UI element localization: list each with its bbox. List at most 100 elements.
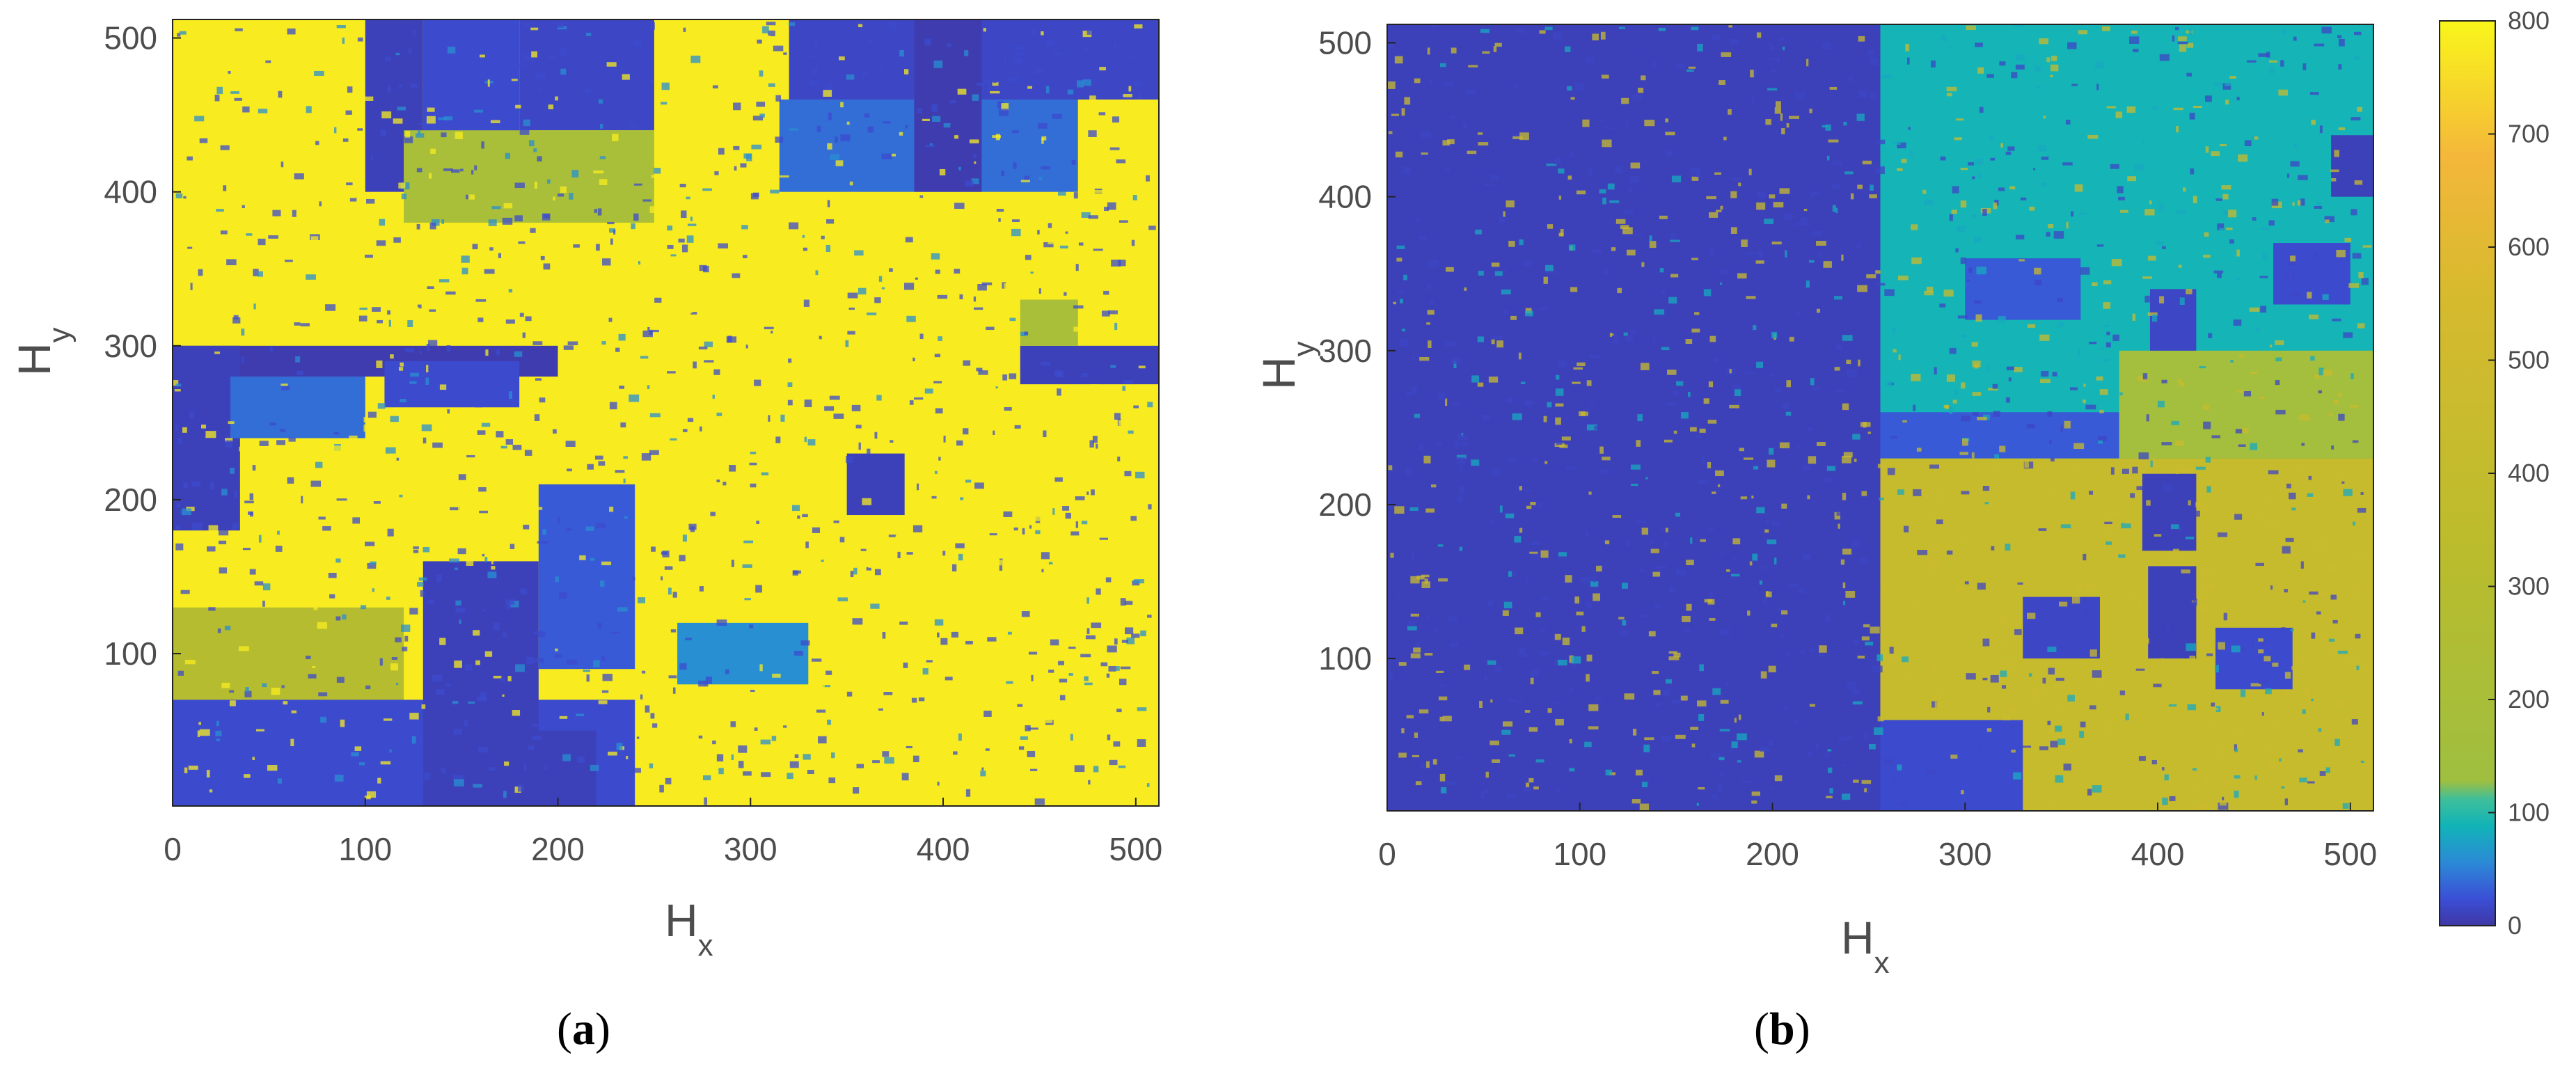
- heatmap-speckle: [1622, 227, 1633, 235]
- heatmap-speckle: [661, 576, 663, 580]
- heatmap-speckle: [2290, 292, 2300, 297]
- colorbar-tick-label: 500: [2508, 346, 2550, 374]
- heatmap-speckle: [1641, 528, 1649, 535]
- heatmap-speckle: [461, 255, 470, 263]
- x-tick-label: 500: [2323, 836, 2377, 872]
- heatmap-speckle: [2050, 741, 2058, 748]
- heatmap-speckle: [1124, 601, 1133, 605]
- heatmap-speckle: [175, 425, 179, 430]
- heatmap-speckle: [1081, 521, 1088, 525]
- heatmap-speckle: [1931, 511, 1939, 514]
- x-tick-label: 300: [1938, 836, 1992, 872]
- heatmap-speckle: [2308, 475, 2312, 480]
- heatmap-speckle: [471, 555, 474, 560]
- heatmap-speckle: [314, 312, 317, 318]
- heatmap-speckle: [2092, 785, 2102, 793]
- heatmap-speckle: [1781, 610, 1788, 615]
- heatmap-speckle: [1769, 373, 1774, 376]
- heatmap-speckle: [512, 445, 522, 450]
- heatmap-speckle: [1067, 89, 1074, 95]
- heatmap-speckle: [788, 358, 792, 363]
- heatmap-speckle: [1730, 38, 1739, 45]
- heatmap-speckle: [1975, 464, 1980, 471]
- heatmap-speckle: [912, 755, 919, 763]
- heatmap-speckle: [198, 722, 202, 725]
- heatmap-speckle: [1700, 539, 1706, 542]
- heatmap-speckle: [555, 648, 558, 651]
- heatmap-speckle: [1116, 159, 1126, 164]
- heatmap-speckle: [1948, 47, 1951, 49]
- heatmap-speckle: [744, 608, 751, 615]
- heatmap-speckle: [220, 230, 228, 235]
- heatmap-speckle: [480, 36, 487, 40]
- heatmap-speckle: [1897, 275, 1909, 280]
- heatmap-speckle: [889, 663, 892, 666]
- heatmap-speckle: [1879, 498, 1885, 500]
- heatmap-speckle: [1592, 249, 1603, 253]
- heatmap-speckle: [623, 456, 628, 459]
- heatmap-speckle: [647, 385, 650, 390]
- heatmap-speckle: [2229, 76, 2236, 79]
- heatmap-speckle: [1109, 147, 1120, 150]
- heatmap-speckle: [370, 155, 374, 161]
- heatmap-speckle: [300, 323, 310, 326]
- heatmap-speckle: [1712, 34, 1721, 41]
- x-tick-label: 100: [338, 831, 392, 867]
- heatmap-speckle: [2255, 562, 2264, 567]
- heatmap-speckle: [650, 79, 654, 84]
- heatmap-speckle: [867, 448, 871, 455]
- heatmap-speckle: [1528, 727, 1538, 732]
- heatmap-speckle: [1926, 286, 1934, 292]
- heatmap-speckle: [1589, 404, 1594, 407]
- heatmap-speckle: [2083, 553, 2087, 561]
- heatmap-speckle: [1009, 77, 1019, 83]
- heatmap-speckle: [1622, 620, 1627, 626]
- heatmap-speckle: [1861, 780, 1872, 784]
- heatmap-region: [230, 377, 365, 438]
- heatmap-speckle: [854, 250, 864, 256]
- heatmap-speckle: [942, 551, 946, 556]
- heatmap-speckle: [1797, 310, 1801, 315]
- heatmap-speckle: [216, 86, 223, 95]
- heatmap-speckle: [1105, 577, 1112, 583]
- heatmap-speckle: [336, 498, 347, 501]
- heatmap-speckle: [1426, 284, 1432, 290]
- heatmap-speckle: [1828, 139, 1839, 143]
- heatmap-speckle: [1756, 32, 1762, 38]
- heatmap-speckle: [1697, 700, 1707, 707]
- heatmap-speckle: [1146, 175, 1150, 182]
- heatmap-speckle: [922, 118, 930, 121]
- heatmap-speckle: [883, 692, 893, 695]
- heatmap-speckle: [958, 553, 963, 561]
- heatmap-speckle: [224, 626, 231, 631]
- heatmap-speckle: [1078, 242, 1084, 246]
- heatmap-speckle: [670, 629, 677, 633]
- heatmap-speckle: [1882, 74, 1893, 79]
- heatmap-speckle: [480, 692, 487, 700]
- heatmap-region: [1880, 720, 2023, 811]
- heatmap-speckle: [815, 270, 819, 276]
- heatmap-speckle: [803, 247, 808, 251]
- heatmap-speckle: [1014, 45, 1025, 50]
- y-tick-label: 400: [1318, 179, 1372, 215]
- heatmap-speckle: [1406, 715, 1414, 719]
- heatmap-speckle: [1743, 371, 1753, 375]
- heatmap-speckle: [1632, 729, 1637, 736]
- heatmap-speckle: [599, 179, 608, 185]
- heatmap-speckle: [1825, 124, 1831, 131]
- heatmap-speckle: [993, 79, 997, 84]
- heatmap-speckle: [631, 576, 635, 580]
- heatmap-speckle: [622, 74, 630, 80]
- heatmap-speckle: [1556, 441, 1563, 445]
- heatmap-speckle: [831, 729, 841, 734]
- x-tick-label: 0: [1378, 836, 1396, 872]
- heatmap-speckle: [963, 428, 969, 435]
- heatmap-speckle: [1602, 197, 1606, 205]
- heatmap-speckle: [1097, 455, 1100, 459]
- heatmap-speckle: [468, 701, 475, 704]
- heatmap-speckle: [340, 719, 345, 727]
- heatmap-speckle: [1601, 119, 1604, 122]
- heatmap-speckle: [971, 178, 979, 184]
- heatmap-speckle: [1512, 134, 1521, 139]
- heatmap-speckle: [216, 720, 219, 727]
